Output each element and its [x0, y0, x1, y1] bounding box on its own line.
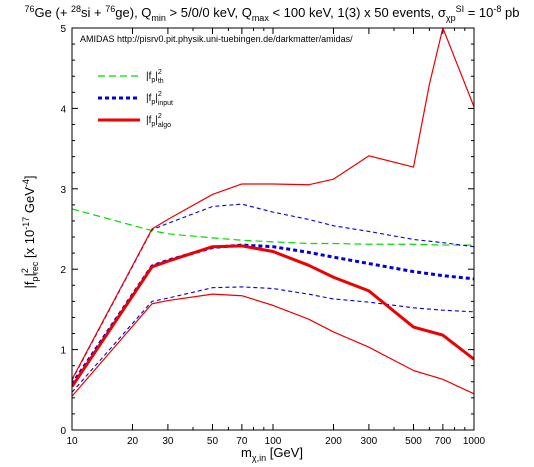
series-line-algo: [72, 244, 474, 388]
y-tick-label: 2: [60, 265, 66, 276]
plot-frame: [71, 27, 475, 431]
x-tick-label: 30: [162, 436, 174, 447]
x-tick-label: 20: [127, 436, 139, 447]
svg-text:|fp|2rec [x 10-17 GeV-4]: |fp|2rec [x 10-17 GeV-4]: [20, 175, 40, 288]
y-axis-label: |fp|2rec [x 10-17 GeV-4]: [20, 175, 40, 288]
y-tick-label: 4: [60, 104, 66, 115]
x-tick-label: 1000: [463, 436, 486, 447]
x-tick-label: 500: [405, 436, 422, 447]
svg-text:76Ge (+ 28si + 76ge), Qmin > 5: 76Ge (+ 28si + 76ge), Qmin > 5/0/0 keV, …: [25, 4, 520, 23]
x-tick-label: 200: [325, 436, 342, 447]
x-tick-label: 50: [207, 436, 219, 447]
series-line-th: [72, 208, 474, 246]
series-line-input-lower: [72, 286, 474, 393]
series-line-algo-upper: [72, 28, 474, 380]
series-line-algo-lower: [72, 293, 474, 397]
x-tick-label: 70: [236, 436, 248, 447]
legend-label: |fp|2 algo: [146, 113, 171, 129]
x-tick-label: 700: [435, 436, 452, 447]
y-tick-label: 1: [60, 346, 66, 357]
chart-subtitle: AMIDAS http://pisrv0.pit.physik.uni-tueb…: [80, 34, 353, 44]
legend-label: |fp|2 th: [146, 69, 164, 85]
x-tick-label: 100: [265, 436, 282, 447]
y-tick-label: 5: [60, 24, 66, 35]
legend-label: |fp|2 input: [146, 91, 173, 107]
data-series: [72, 28, 474, 397]
legend: |fp|2 th |fp|2 input |fp|2 algo: [98, 69, 173, 129]
y-tick-label: 3: [60, 185, 66, 196]
y-tick-label: 0: [60, 426, 66, 437]
x-axis-label: mχ,in [GeV]: [241, 445, 303, 463]
svg-text:mχ,in [GeV]: mχ,in [GeV]: [241, 445, 303, 463]
x-tick-label: 10: [66, 436, 78, 447]
x-tick-label: 300: [361, 436, 378, 447]
chart-title: 76Ge (+ 28si + 76ge), Qmin > 5/0/0 keV, …: [25, 4, 520, 23]
series-line-input-upper: [72, 203, 474, 381]
plot-area: 10 20 30 50 70 100 200 300 500 700 1000 0 1 2 3 4 5: [60, 24, 485, 447]
